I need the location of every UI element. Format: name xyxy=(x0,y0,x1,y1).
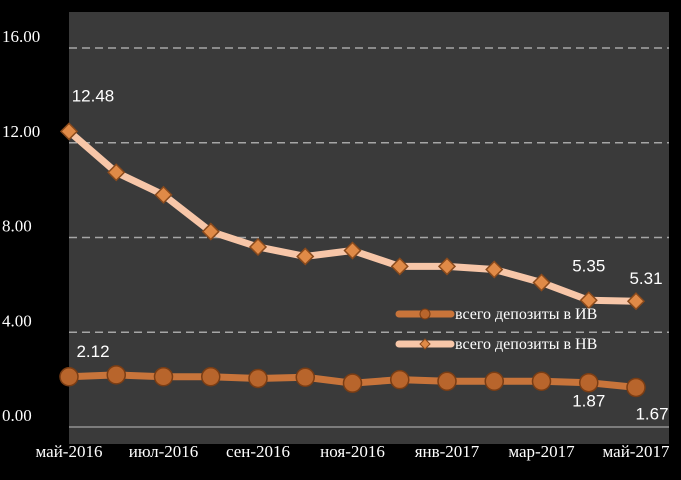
x-tick-label: июл-2016 xyxy=(129,442,199,461)
legend-marker xyxy=(419,308,431,320)
y-tick-label: 4.00 xyxy=(2,311,32,330)
data-point xyxy=(295,367,315,388)
legend-label: всего депозиты в ИВ xyxy=(455,306,597,323)
data-point xyxy=(248,368,268,389)
x-tick-label: май-2017 xyxy=(603,442,670,461)
x-tick-label: ноя-2016 xyxy=(320,442,385,461)
data-point xyxy=(484,371,504,392)
x-tick-label: мар-2017 xyxy=(508,442,575,461)
data-label: 5.35 xyxy=(572,256,605,275)
data-point xyxy=(59,367,79,387)
data-label: 1.87 xyxy=(572,392,605,411)
data-point xyxy=(531,371,552,392)
data-point xyxy=(579,372,599,393)
data-point xyxy=(342,373,363,393)
data-point xyxy=(296,247,315,266)
data-point xyxy=(626,292,646,311)
data-point xyxy=(59,122,79,141)
legend-label: всего депозиты в НВ xyxy=(455,336,597,353)
y-tick-label: 12.00 xyxy=(2,122,40,141)
data-point xyxy=(437,257,457,276)
data-point xyxy=(532,273,551,292)
data-label: 2.12 xyxy=(76,342,109,361)
data-label: 12.48 xyxy=(72,86,115,105)
data-point xyxy=(343,241,362,260)
data-point xyxy=(154,185,173,204)
data-point xyxy=(248,237,268,257)
legend-marker xyxy=(419,338,431,350)
y-tick-label: 16.00 xyxy=(2,27,40,46)
y-tick-label: 8.00 xyxy=(2,217,32,236)
data-point xyxy=(437,371,457,392)
data-point xyxy=(153,367,174,387)
x-tick-label: май-2016 xyxy=(36,442,103,461)
data-point xyxy=(390,257,409,276)
y-tick-label: 0.00 xyxy=(2,406,32,425)
data-label: 1.67 xyxy=(635,404,668,423)
x-tick-label: янв-2017 xyxy=(415,442,480,461)
data-point xyxy=(579,291,598,310)
x-tick-label: сен-2016 xyxy=(226,442,290,461)
data-point xyxy=(106,365,126,385)
data-point xyxy=(201,222,220,241)
data-point xyxy=(107,163,126,182)
data-label: 5.31 xyxy=(629,269,662,288)
data-point xyxy=(201,367,221,387)
data-point xyxy=(390,369,410,390)
data-point xyxy=(485,260,504,279)
data-point xyxy=(626,377,646,398)
